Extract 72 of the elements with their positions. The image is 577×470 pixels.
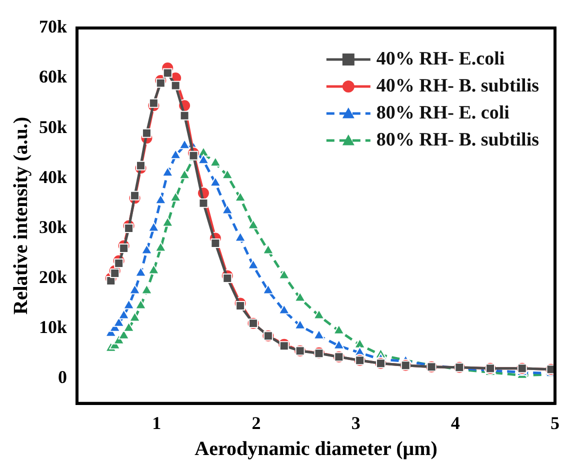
y-tick-label: 10k: [38, 316, 68, 337]
point: [114, 258, 124, 268]
point: [248, 259, 259, 270]
point: [170, 80, 180, 90]
point: [170, 192, 182, 202]
legend-label: 80% RH- E. coli: [376, 102, 510, 124]
point: [262, 244, 274, 254]
point: [118, 309, 130, 320]
legend-label: 40% RH- E.coli: [376, 48, 505, 70]
point: [141, 284, 152, 294]
point: [148, 98, 158, 108]
point: [279, 341, 289, 351]
point: [210, 238, 220, 248]
point: [123, 322, 134, 332]
point: [148, 264, 160, 274]
point: [222, 274, 232, 284]
point: [278, 269, 290, 280]
y-tick-label: 0: [58, 367, 68, 388]
point: [148, 222, 160, 232]
point: [178, 139, 190, 150]
point: [142, 128, 152, 138]
point: [278, 304, 290, 314]
y-tick-label: 60k: [38, 66, 68, 87]
x-tick-label: 2: [252, 412, 261, 433]
point: [234, 232, 246, 242]
point: [141, 244, 152, 254]
point: [136, 160, 146, 170]
y-tick-label: 40k: [38, 166, 68, 187]
x-tick-label: 4: [450, 412, 460, 433]
point: [135, 299, 146, 310]
y-tick-label: 30k: [38, 216, 68, 237]
point: [119, 243, 129, 253]
y-tick-label: 50k: [38, 116, 68, 137]
point: [198, 154, 210, 164]
point: [124, 223, 134, 233]
point: [294, 319, 306, 330]
point: [178, 169, 190, 180]
point: [210, 156, 222, 167]
point: [130, 190, 140, 200]
x-tick-label: 3: [351, 412, 360, 433]
point: [154, 242, 166, 252]
point: [222, 169, 234, 180]
x-tick-label: 5: [550, 412, 560, 433]
point: [234, 192, 246, 202]
point: [162, 68, 172, 78]
point: [222, 204, 234, 214]
point: [129, 284, 140, 294]
y-tick-label: 70k: [38, 16, 68, 37]
x-axis-title: Aerodynamic diameter (μm): [194, 438, 438, 460]
point: [110, 268, 120, 278]
point: [248, 219, 259, 230]
point: [135, 266, 146, 277]
point: [180, 110, 190, 120]
point: [314, 348, 324, 358]
point: [156, 78, 166, 88]
point: [162, 216, 174, 227]
point: [154, 194, 166, 204]
point: [162, 166, 174, 177]
y-tick-label: 20k: [38, 266, 68, 287]
point: [123, 299, 134, 310]
point: [210, 176, 222, 187]
point: [129, 312, 140, 322]
point: [170, 149, 182, 160]
point: [198, 198, 208, 208]
point: [294, 292, 306, 302]
y-axis-title: Relative intensity (a.u.): [10, 116, 32, 315]
legend-label: 80% RH- B. subtilis: [376, 129, 540, 150]
point: [313, 309, 325, 320]
point: [262, 284, 274, 294]
x-tick-label: 1: [152, 412, 162, 433]
point: [236, 301, 246, 311]
legend-label: 40% RH- B. subtilis: [376, 75, 540, 96]
